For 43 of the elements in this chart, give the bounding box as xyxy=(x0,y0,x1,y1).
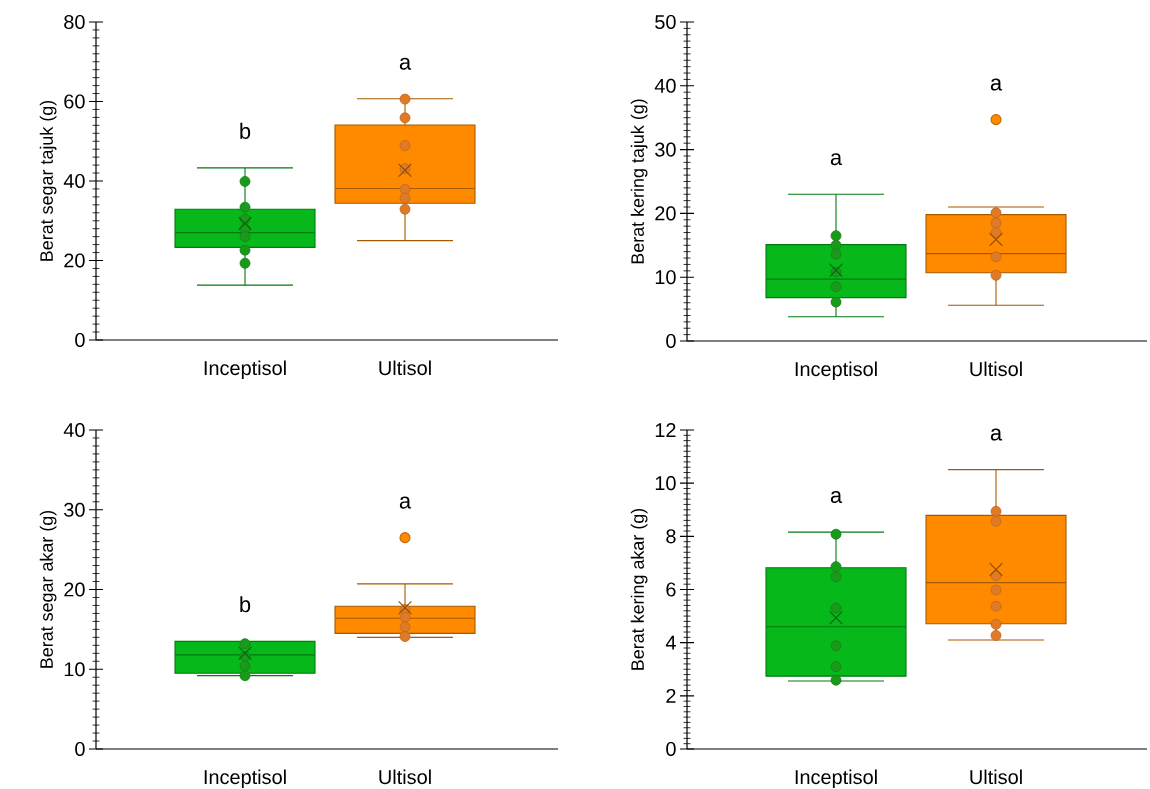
annotation: a xyxy=(990,78,1003,91)
y-tick-label: 2 xyxy=(666,688,676,703)
y-tick-label: 30 xyxy=(655,142,676,157)
annotation: a xyxy=(399,496,412,509)
annotation: a xyxy=(990,428,1003,441)
x-tick-label: Ultisol xyxy=(379,769,431,785)
x-tick-label: Inceptisol xyxy=(795,769,877,789)
y-tick-label: 40 xyxy=(654,78,676,93)
x-tick-label: Inceptisol xyxy=(204,360,286,380)
y-tick-label: 4 xyxy=(665,635,676,650)
x-tick-label: Inceptisol xyxy=(204,769,286,789)
x-tick-label: Inceptisol xyxy=(795,361,877,381)
x-tick-label: Ultisol xyxy=(970,361,1022,377)
y-tick-label: 30 xyxy=(64,502,85,517)
annotation: b xyxy=(240,596,251,613)
annotation: b xyxy=(240,122,251,139)
y-tick-label: 10 xyxy=(655,476,676,491)
y-tick-label: 0 xyxy=(75,741,85,757)
y-tick-label: 6 xyxy=(666,582,676,597)
annotation: a xyxy=(399,57,412,70)
y-tick-label: 20 xyxy=(64,253,85,268)
y-tick-label: 0 xyxy=(666,741,676,757)
y-axis-title: Berat kering akar (g) xyxy=(630,508,648,670)
y-tick-label: 80 xyxy=(64,14,85,30)
y-tick-label: 8 xyxy=(666,529,676,544)
annotation: a xyxy=(830,153,843,166)
x-tick-label: Ultisol xyxy=(379,360,431,376)
y-tick-label: 12 xyxy=(655,423,676,437)
y-tick-label: 0 xyxy=(666,333,676,349)
y-tick-label: 20 xyxy=(655,206,676,221)
y-tick-label: 40 xyxy=(63,173,85,189)
y-axis-title: Berat segar tajuk (g) xyxy=(39,100,57,261)
y-axis-title: Berat kering tajuk (g) xyxy=(630,99,648,264)
y-tick-label: 10 xyxy=(655,270,676,285)
x-tick-label: Ultisol xyxy=(970,769,1022,785)
y-tick-label: 50 xyxy=(655,14,676,30)
annotation: a xyxy=(830,491,843,504)
y-tick-label: 60 xyxy=(64,94,85,109)
y-tick-label: 40 xyxy=(63,422,85,438)
y-tick-label: 20 xyxy=(64,582,85,597)
y-tick-label: 0 xyxy=(75,332,85,348)
y-axis-title: Berat segar akar (g) xyxy=(39,510,57,668)
y-tick-label: 10 xyxy=(64,662,85,677)
